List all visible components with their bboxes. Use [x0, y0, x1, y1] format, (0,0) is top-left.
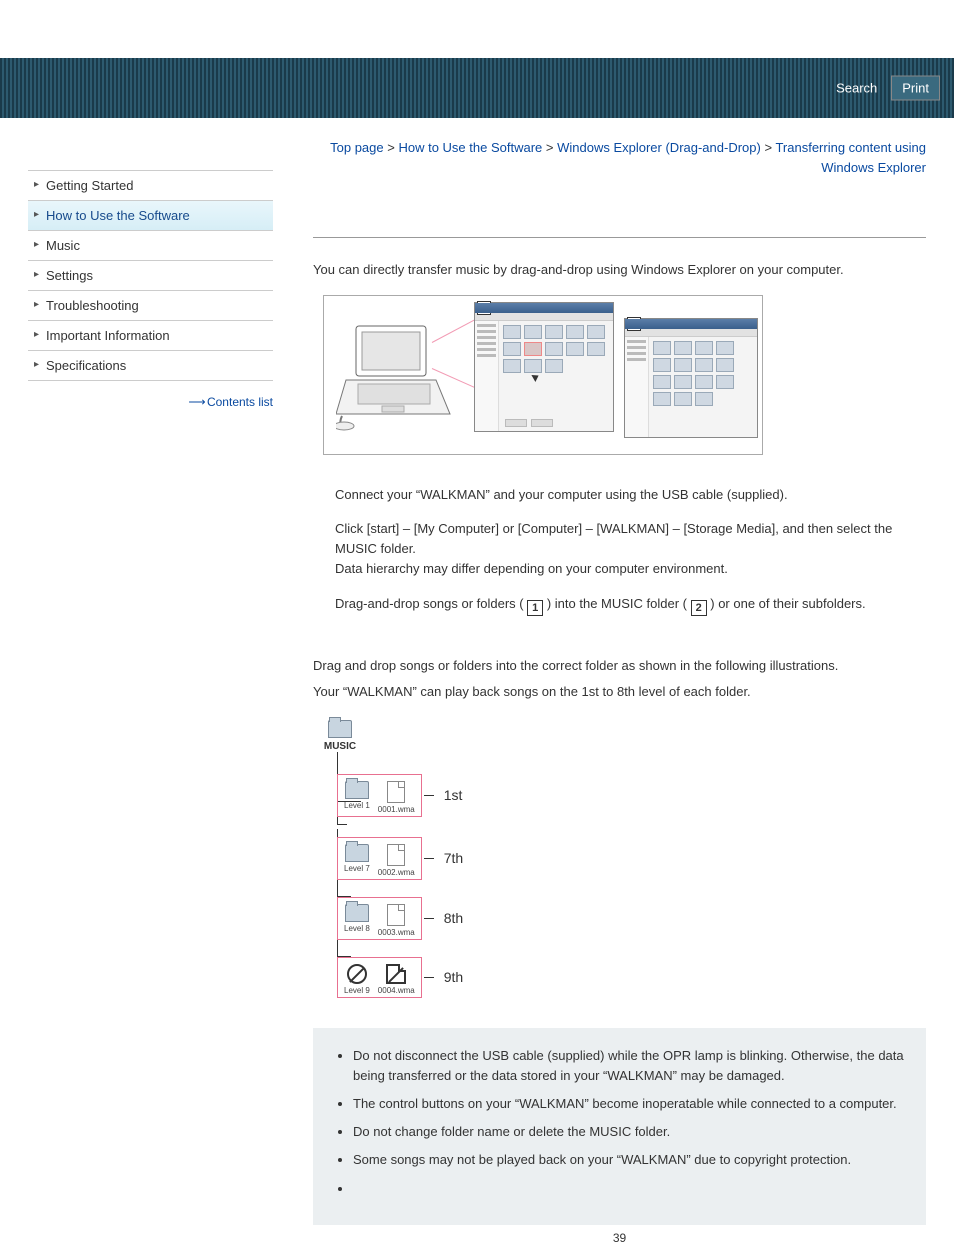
- level-1-box: Level 1 0001.wma: [337, 774, 422, 817]
- step-2-note: Data hierarchy may differ depending on y…: [335, 561, 728, 576]
- nav-specifications[interactable]: Specifications: [28, 351, 273, 381]
- level-8-box: Level 8 0003.wma: [337, 897, 422, 940]
- arrow-right-icon: ⟶: [188, 395, 203, 409]
- search-link[interactable]: Search: [830, 77, 883, 100]
- step-3a: Drag-and-drop songs or folders (: [335, 596, 524, 611]
- main-content: Top page > How to Use the Software > Win…: [313, 138, 926, 1245]
- note-item: Do not change folder name or delete the …: [353, 1122, 904, 1142]
- sidebar-nav: Getting Started How to Use the Software …: [28, 170, 273, 381]
- file-label: 0003.wma: [378, 928, 415, 937]
- sidebar: Getting Started How to Use the Software …: [28, 170, 273, 1245]
- level-tag-8th: 8th: [444, 910, 463, 926]
- breadcrumb-current[interactable]: Transferring content using Windows Explo…: [775, 140, 926, 175]
- callout-1-inline: 1: [527, 600, 543, 616]
- level-tag-9th: 9th: [444, 969, 463, 985]
- file-label: 0004.wma: [378, 986, 415, 995]
- nav-getting-started[interactable]: Getting Started: [28, 171, 273, 201]
- level-label: Level 1: [344, 801, 370, 810]
- step-3: Drag-and-drop songs or folders ( 1 ) int…: [335, 594, 926, 616]
- music-root-folder: MUSIC: [313, 720, 367, 752]
- step-2: Click [start] – [My Computer] or [Comput…: [335, 519, 926, 579]
- step-3c: ) or one of their subfolders.: [710, 596, 865, 611]
- note-item-empty: [353, 1179, 904, 1199]
- breadcrumb-sep: >: [546, 140, 554, 155]
- note-list: Do not disconnect the USB cable (supplie…: [335, 1046, 904, 1199]
- explorer-window-source: 1: [474, 302, 614, 432]
- header-banner: Search Print: [0, 58, 954, 118]
- level-label: Level 8: [344, 924, 370, 933]
- folder-icon: [345, 844, 369, 862]
- explorer-window-target: 2: [624, 318, 758, 438]
- level-label: Level 7: [344, 864, 370, 873]
- level-tag-7th: 7th: [444, 850, 463, 866]
- contents-list-link-wrap: ⟶ Contents list: [28, 395, 273, 409]
- breadcrumb-sep: >: [387, 140, 395, 155]
- file-label: 0002.wma: [378, 868, 415, 877]
- contents-list-link[interactable]: Contents list: [207, 395, 273, 409]
- file-icon: [387, 844, 405, 866]
- transfer-diagram: 1 2: [323, 295, 763, 455]
- denied-file-icon: [386, 964, 406, 984]
- music-root-label: MUSIC: [324, 741, 356, 752]
- folder-icon: [345, 904, 369, 922]
- nav-settings[interactable]: Settings: [28, 261, 273, 291]
- folder-icon: [328, 720, 352, 738]
- level-9-box: Level 9 0004.wma: [337, 957, 422, 998]
- step-2-text: Click [start] – [My Computer] or [Comput…: [335, 521, 892, 556]
- file-icon: [387, 904, 405, 926]
- folder-icon: [345, 781, 369, 799]
- level-label: Level 9: [344, 986, 370, 995]
- note-item: Some songs may not be played back on you…: [353, 1150, 904, 1170]
- denied-folder-icon: [347, 964, 367, 984]
- step-1: Connect your “WALKMAN” and your computer…: [335, 485, 926, 505]
- breadcrumb-sep: >: [764, 140, 772, 155]
- breadcrumb-top[interactable]: Top page: [330, 140, 384, 155]
- file-label: 0001.wma: [378, 805, 415, 814]
- breadcrumb-sec2[interactable]: Windows Explorer (Drag-and-Drop): [557, 140, 761, 155]
- note-box: Do not disconnect the USB cable (supplie…: [313, 1028, 926, 1225]
- print-button[interactable]: Print: [891, 76, 940, 101]
- level-7-box: Level 7 0002.wma: [337, 837, 422, 880]
- nav-important-information[interactable]: Important Information: [28, 321, 273, 351]
- folder-hierarchy-diagram: MUSIC Level 1 0001.wma 1st: [313, 720, 483, 998]
- nav-troubleshooting[interactable]: Troubleshooting: [28, 291, 273, 321]
- page-number: 39: [313, 1231, 926, 1245]
- section-rule: [313, 237, 926, 238]
- breadcrumb-sec1[interactable]: How to Use the Software: [398, 140, 542, 155]
- note-item: The control buttons on your “WALKMAN” be…: [353, 1094, 904, 1114]
- tree-intro-1: Drag and drop songs or folders into the …: [313, 656, 926, 676]
- file-icon: [387, 781, 405, 803]
- steps-list: Connect your “WALKMAN” and your computer…: [335, 485, 926, 616]
- nav-music[interactable]: Music: [28, 231, 273, 261]
- intro-text: You can directly transfer music by drag-…: [313, 262, 926, 277]
- nav-how-to-use-software[interactable]: How to Use the Software: [28, 201, 273, 231]
- callout-2-inline: 2: [691, 600, 707, 616]
- level-tag-1st: 1st: [444, 787, 463, 803]
- note-item: Do not disconnect the USB cable (supplie…: [353, 1046, 904, 1086]
- tree-intro-2: Your “WALKMAN” can play back songs on th…: [313, 682, 926, 702]
- breadcrumb: Top page > How to Use the Software > Win…: [313, 138, 926, 177]
- step-3b: ) into the MUSIC folder (: [547, 596, 687, 611]
